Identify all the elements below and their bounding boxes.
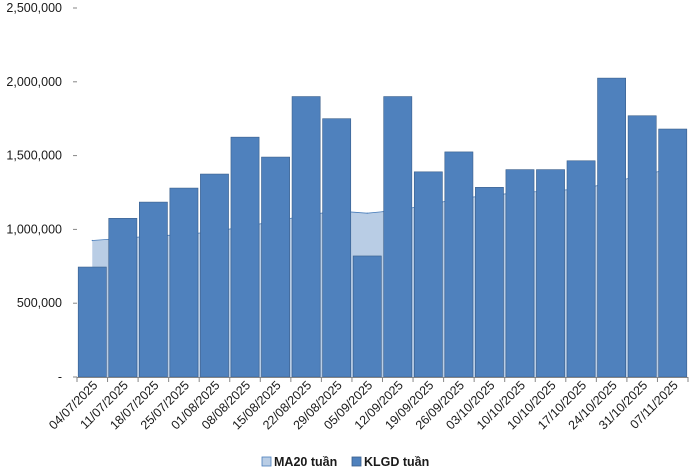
klgd-bar [475,187,504,378]
y-tick-label: 1,000,000 [6,222,62,236]
y-tick-label: 1,500,000 [6,149,62,163]
y-tick-label: 2,000,000 [6,75,62,89]
legend: MA20 tuần KLGD tuần [261,455,429,469]
y-tick-label: 500,000 [17,296,62,310]
klgd-bar [383,96,413,378]
y-axis: - 500,000 1,000,000 1,500,000 2,000,000 2,500… [6,1,77,384]
legend-label-ma20: MA20 tuần [274,455,337,469]
ma20-point [366,212,368,214]
legend-label-klgd: KLGD tuần [364,455,429,469]
klgd-bar [77,266,107,378]
ma20-point [91,239,93,242]
x-axis: 04/07/202511/07/202518/07/202525/07/2025… [46,377,689,432]
klgd-bar [627,115,657,378]
klgd-bar [200,173,229,378]
y-tick-label: - [58,370,62,384]
klgd-bar [658,128,688,378]
klgd-bar [261,156,290,378]
klgd-bar [597,77,626,378]
klgd-bar [505,169,535,378]
klgd-bar [444,151,474,378]
klgd-bar [566,160,596,378]
legend-swatch-ma20 [261,456,272,467]
klgd-bar [169,187,199,378]
klgd-bar [536,169,565,378]
klgd-bars-layer [77,77,688,378]
klgd-bar [291,96,321,378]
klgd-bar [230,136,260,378]
klgd-bar [108,218,138,378]
klgd-bar [139,201,168,378]
legend-swatch-klgd [351,456,362,467]
klgd-bar [322,118,352,378]
y-tick-label: 2,500,000 [6,1,62,15]
klgd-bar [352,255,382,378]
klgd-bar [413,171,443,378]
